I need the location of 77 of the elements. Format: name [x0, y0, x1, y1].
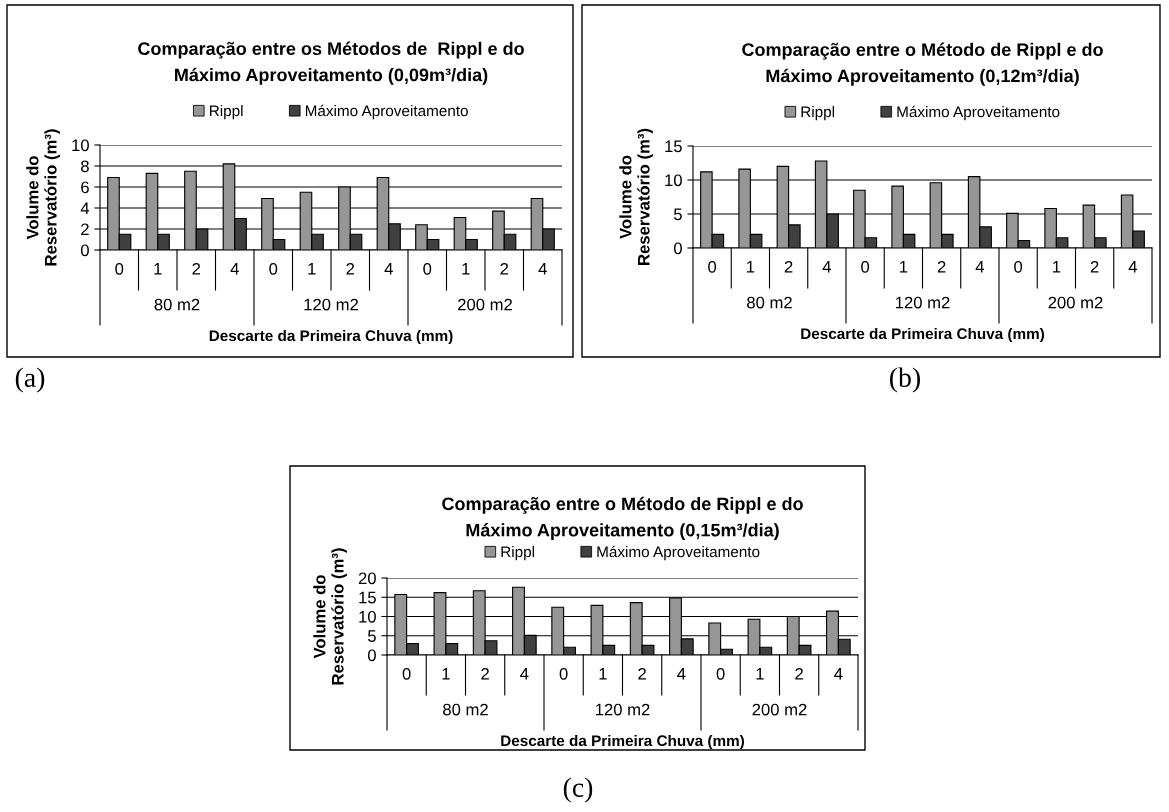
x-axis-title: Descarte da Primeira Chuva (mm) — [209, 329, 453, 345]
x-tick-label: 0 — [1014, 260, 1023, 273]
chart-title: Comparação entre o Método de Rippl e do Máximo Aproveitamento (0,12m³/dia) — [742, 42, 1103, 86]
text: 200 m2 — [1048, 296, 1103, 309]
x-tick-label: 4 — [384, 263, 393, 275]
x-tick-label: 0 — [716, 667, 725, 680]
y-tick-label: 5 — [367, 630, 376, 642]
y-tick-label: 15 — [665, 140, 682, 153]
y-tick-label: 5 — [673, 208, 682, 221]
x-axis-title: Descarte da Primeira Chuva (mm) — [501, 734, 745, 750]
x-tick-label: 2 — [500, 262, 509, 275]
y-tick-label: 10 — [359, 610, 376, 623]
x-tick-label: 2 — [795, 667, 803, 680]
x-tick-label: 1 — [462, 263, 470, 275]
x-tick-label: 0 — [269, 262, 278, 275]
y-tick-label: 15 — [359, 591, 376, 604]
x-tick-label: 4 — [975, 261, 985, 273]
x-tick-label: 4 — [834, 668, 843, 680]
x-tick-label: 2 — [346, 262, 355, 275]
x-tick-label: 2 — [937, 260, 946, 273]
y-axis-title: Volume do Reservatório (m³) — [619, 128, 653, 265]
legend-label: Máximo Aproveitamento — [597, 545, 760, 561]
x-tick-label: 0 — [708, 260, 717, 273]
legend-label: Rippl — [209, 105, 243, 120]
x-tick-label: 0 — [402, 667, 411, 680]
x-tick-label: 1 — [900, 261, 908, 273]
x-tick-label: 2 — [1090, 260, 1099, 273]
legend-label: Rippl — [501, 546, 535, 561]
x-tick-label: 2 — [192, 262, 201, 275]
x-tick-label: 4 — [822, 261, 832, 273]
text: 120 m2 — [595, 703, 650, 716]
x-tick-label: 1 — [308, 263, 316, 275]
x-tick-label: 2 — [638, 667, 646, 680]
text: (c) — [563, 777, 593, 803]
text: (a) — [15, 367, 45, 393]
x-tick-label: 1 — [599, 668, 607, 680]
y-axis-title: Volume do Reservatório (m³) — [313, 548, 347, 685]
legend-label: Rippl — [801, 106, 835, 121]
y-tick-label: 0 — [80, 244, 89, 257]
x-tick-label: 4 — [230, 263, 239, 275]
x-tick-label: 1 — [442, 668, 450, 680]
y-tick-label: 0 — [367, 649, 376, 662]
text: 120 m2 — [895, 296, 950, 309]
chart-title: Comparação entre os Métodos de Rippl e do Máximo Aproveitamento (0,09m³/dia) — [138, 41, 524, 85]
x-tick-label: 1 — [747, 261, 755, 273]
x-tick-label: 4 — [1128, 261, 1138, 273]
x-tick-label: 0 — [559, 667, 568, 680]
y-tick-label: 4 — [80, 202, 90, 215]
text: 80 m2 — [747, 296, 792, 309]
x-tick-label: 0 — [861, 260, 870, 273]
x-tick-label: 0 — [423, 262, 432, 275]
text: 80 m2 — [154, 298, 200, 311]
text: 200 m2 — [752, 703, 807, 716]
legend-label: Máximo Aproveitamento — [305, 104, 468, 120]
y-axis-title: Volume do Reservatório (m³) — [26, 129, 60, 266]
x-tick-label: 4 — [520, 668, 529, 680]
y-tick-label: 6 — [81, 181, 89, 194]
y-tick-label: 0 — [673, 242, 682, 255]
y-tick-label: 20 — [358, 572, 376, 585]
y-tick-label: 2 — [81, 223, 89, 236]
y-tick-label: 8 — [81, 160, 89, 173]
y-tick-label: 10 — [72, 139, 89, 152]
text: 120 m2 — [304, 298, 358, 311]
chart-title: Comparação entre o Método de Rippl e do Máximo Aproveitamento (0,15m³/dia) — [442, 496, 803, 541]
text: 200 m2 — [458, 298, 512, 311]
x-tick-label: 2 — [784, 260, 793, 273]
text: 80 m2 — [443, 703, 488, 716]
y-tick-label: 10 — [665, 174, 682, 187]
x-tick-label: 2 — [481, 667, 489, 680]
x-tick-label: 1 — [154, 263, 162, 275]
x-tick-label: 0 — [115, 262, 124, 275]
x-tick-label: 4 — [538, 263, 547, 275]
x-axis-title: Descarte da Primeira Chuva (mm) — [801, 327, 1045, 343]
legend-label: Máximo Aproveitamento — [897, 105, 1060, 121]
x-tick-label: 1 — [756, 668, 764, 680]
x-tick-label: 1 — [1053, 261, 1061, 273]
text: (b) — [890, 367, 920, 393]
